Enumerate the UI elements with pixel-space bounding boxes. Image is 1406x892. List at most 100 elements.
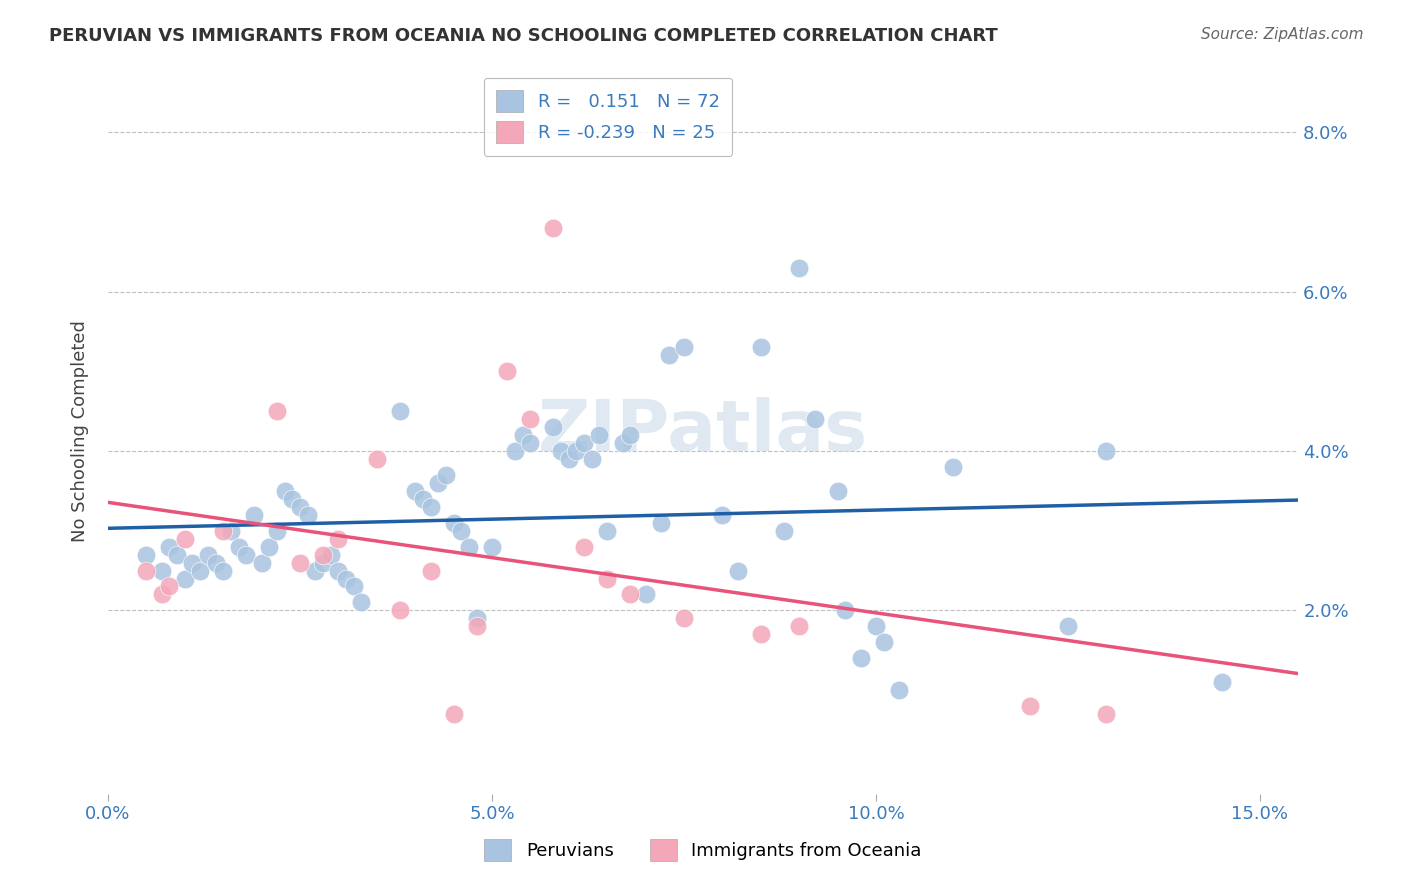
Point: [173, 572, 195, 586]
Legend: Peruvians, Immigrants from Oceania: Peruvians, Immigrants from Oceania: [471, 827, 935, 874]
Point: [558, 452, 581, 467]
Point: [887, 683, 910, 698]
Point: [465, 611, 488, 625]
Point: [672, 611, 695, 625]
Point: [188, 564, 211, 578]
Point: [512, 428, 534, 442]
Point: [150, 564, 173, 578]
Point: [827, 483, 849, 498]
Point: [596, 524, 619, 538]
Point: [503, 444, 526, 458]
Point: [281, 491, 304, 506]
Point: [1018, 699, 1040, 714]
Point: [150, 587, 173, 601]
Point: [443, 706, 465, 721]
Point: [1211, 675, 1233, 690]
Point: [343, 579, 366, 593]
Point: [181, 556, 204, 570]
Point: [219, 524, 242, 538]
Point: [419, 564, 441, 578]
Point: [434, 467, 457, 482]
Point: [197, 548, 219, 562]
Point: [942, 459, 965, 474]
Point: [173, 532, 195, 546]
Point: [650, 516, 672, 530]
Point: [427, 475, 450, 490]
Point: [803, 412, 825, 426]
Text: PERUVIAN VS IMMIGRANTS FROM OCEANIA NO SCHOOLING COMPLETED CORRELATION CHART: PERUVIAN VS IMMIGRANTS FROM OCEANIA NO S…: [49, 27, 998, 45]
Point: [412, 491, 434, 506]
Point: [259, 540, 281, 554]
Point: [865, 619, 887, 633]
Point: [350, 595, 373, 609]
Point: [312, 548, 335, 562]
Point: [235, 548, 257, 562]
Point: [366, 452, 388, 467]
Point: [496, 364, 519, 378]
Point: [319, 548, 342, 562]
Legend: R =   0.151   N = 72, R = -0.239   N = 25: R = 0.151 N = 72, R = -0.239 N = 25: [484, 78, 733, 156]
Point: [572, 540, 595, 554]
Point: [787, 619, 810, 633]
Point: [304, 564, 326, 578]
Point: [565, 444, 588, 458]
Point: [335, 572, 357, 586]
Point: [588, 428, 610, 442]
Point: [388, 404, 411, 418]
Y-axis label: No Schooling Completed: No Schooling Completed: [72, 320, 89, 542]
Point: [228, 540, 250, 554]
Point: [243, 508, 266, 522]
Point: [266, 524, 288, 538]
Point: [1095, 706, 1118, 721]
Point: [388, 603, 411, 617]
Point: [297, 508, 319, 522]
Point: [135, 548, 157, 562]
Point: [288, 556, 311, 570]
Point: [465, 619, 488, 633]
Point: [288, 500, 311, 514]
Point: [572, 436, 595, 450]
Point: [419, 500, 441, 514]
Point: [450, 524, 472, 538]
Point: [204, 556, 226, 570]
Point: [443, 516, 465, 530]
Point: [1095, 444, 1118, 458]
Point: [159, 579, 181, 593]
Point: [612, 436, 634, 450]
Text: ZIPatlas: ZIPatlas: [538, 397, 869, 466]
Point: [212, 524, 235, 538]
Point: [543, 220, 565, 235]
Point: [404, 483, 426, 498]
Point: [581, 452, 603, 467]
Point: [749, 627, 772, 641]
Point: [834, 603, 856, 617]
Point: [328, 532, 350, 546]
Point: [519, 412, 541, 426]
Point: [749, 340, 772, 354]
Point: [619, 428, 641, 442]
Point: [135, 564, 157, 578]
Point: [772, 524, 794, 538]
Point: [328, 564, 350, 578]
Point: [312, 556, 335, 570]
Point: [519, 436, 541, 450]
Point: [166, 548, 188, 562]
Point: [596, 572, 619, 586]
Point: [266, 404, 288, 418]
Point: [481, 540, 503, 554]
Point: [672, 340, 695, 354]
Point: [872, 635, 894, 649]
Point: [849, 651, 872, 665]
Point: [634, 587, 657, 601]
Point: [727, 564, 749, 578]
Point: [711, 508, 734, 522]
Point: [250, 556, 273, 570]
Point: [1057, 619, 1080, 633]
Point: [658, 348, 681, 362]
Point: [543, 420, 565, 434]
Point: [159, 540, 181, 554]
Point: [273, 483, 295, 498]
Point: [458, 540, 481, 554]
Point: [619, 587, 641, 601]
Point: [550, 444, 572, 458]
